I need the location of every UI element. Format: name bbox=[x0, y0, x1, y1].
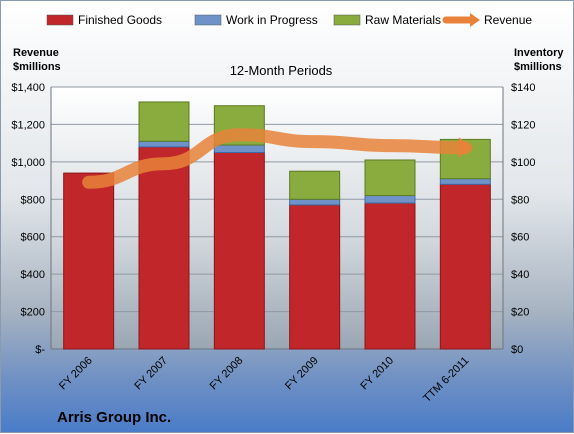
left-tick-label: $1,400 bbox=[11, 82, 45, 94]
work-in-progress-bar bbox=[289, 198, 341, 206]
left-tick-label: $200 bbox=[21, 307, 45, 319]
legend-label: Work in Progress bbox=[226, 13, 318, 27]
right-axis-title-line1: Inventory bbox=[514, 47, 564, 59]
right-tick-label: $100 bbox=[511, 157, 535, 169]
left-tick-label: $1,000 bbox=[11, 157, 45, 169]
plot-area bbox=[51, 87, 503, 349]
left-axis-title-line2: $millions bbox=[13, 61, 61, 73]
company-name: Arris Group Inc. bbox=[57, 409, 171, 426]
right-tick-label: $140 bbox=[511, 82, 535, 94]
left-tick-label: $1,200 bbox=[11, 119, 45, 131]
gridlines bbox=[51, 86, 503, 350]
right-tick-label: $120 bbox=[511, 119, 535, 131]
work-in-progress-bar bbox=[364, 195, 416, 204]
x-tick-label: TTM 6-2011 bbox=[421, 355, 471, 405]
revenue-line-arrowhead bbox=[458, 137, 474, 158]
revenue-line bbox=[82, 128, 474, 189]
finished-goods-bar bbox=[213, 152, 265, 350]
right-tick-label: $40 bbox=[511, 269, 529, 281]
right-axis-title-line2: $millions bbox=[514, 61, 562, 73]
legend: Finished Goods Work in Progress Raw Materi… bbox=[46, 13, 532, 27]
raw-materials-bar bbox=[364, 159, 416, 197]
x-tick-label: FY 2006 bbox=[57, 355, 95, 393]
raw-materials-bar bbox=[289, 170, 341, 200]
right-tick-label: $80 bbox=[511, 194, 529, 206]
work-in-progress-bar bbox=[439, 178, 491, 185]
legend-label: Raw Materials bbox=[365, 13, 441, 27]
x-tick-label: FY 2008 bbox=[208, 355, 246, 393]
finished-goods-bar bbox=[439, 183, 491, 350]
right-tick-label: $0 bbox=[511, 344, 523, 356]
x-tick-label: FY 2010 bbox=[358, 355, 396, 393]
right-tick-label: $60 bbox=[511, 232, 529, 244]
left-axis-title-line1: Revenue bbox=[13, 47, 59, 59]
left-tick-label: $- bbox=[35, 344, 45, 356]
left-tick-label: $600 bbox=[21, 232, 45, 244]
legend-swatch bbox=[194, 14, 222, 26]
legend-label: Revenue bbox=[484, 13, 532, 27]
x-tick-label: FY 2009 bbox=[283, 355, 321, 393]
raw-materials-bar bbox=[138, 101, 190, 142]
finished-goods-bar bbox=[138, 146, 190, 350]
left-tick-label: $400 bbox=[21, 269, 45, 281]
work-in-progress-bar bbox=[138, 140, 190, 148]
x-tick-label: FY 2007 bbox=[132, 355, 170, 393]
legend-label: Finished Goods bbox=[78, 13, 162, 27]
finished-goods-bar bbox=[289, 204, 341, 350]
work-in-progress-bar bbox=[213, 144, 265, 153]
left-tick-label: $800 bbox=[21, 194, 45, 206]
legend-swatch bbox=[333, 14, 361, 26]
finished-goods-bar bbox=[63, 172, 115, 350]
revenue-line-path bbox=[82, 128, 472, 189]
x-axis: FY 2006 FY 2007 FY 2008 FY 2009 FY 2010 TTM 6… bbox=[57, 355, 471, 405]
right-axis: $0 $20 $40 $60 $80 $100 $120 $140 bbox=[502, 82, 535, 356]
legend-swatch-arrow bbox=[470, 13, 480, 27]
bars bbox=[63, 101, 491, 350]
chart-title: 12-Month Periods bbox=[230, 63, 333, 78]
left-axis: $- $200 $400 $600 $800 $1,000 $1,200 $1,400 bbox=[11, 82, 52, 356]
finished-goods-bar bbox=[364, 202, 416, 350]
right-tick-label: $20 bbox=[511, 307, 529, 319]
legend-swatch bbox=[46, 14, 74, 26]
